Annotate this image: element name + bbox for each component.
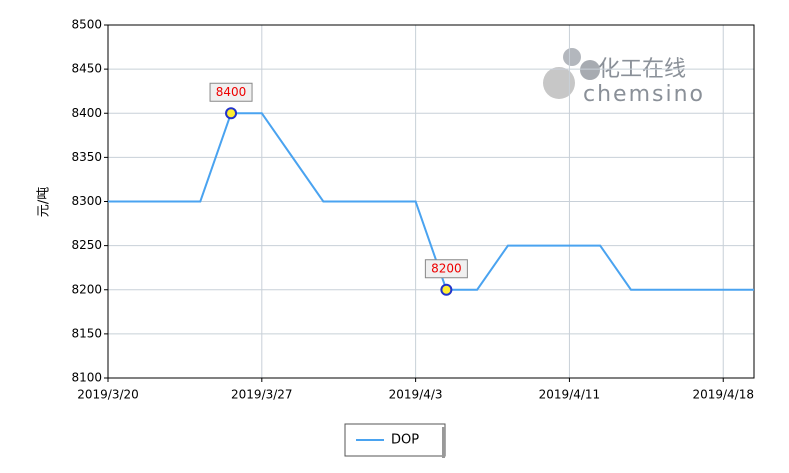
y-tick-label: 8250 bbox=[71, 238, 102, 252]
x-tick-label: 2019/4/18 bbox=[692, 388, 754, 402]
y-tick-label: 8100 bbox=[71, 371, 102, 385]
legend-shadow bbox=[442, 427, 445, 458]
y-tick-label: 8400 bbox=[71, 106, 102, 120]
x-tick-label: 2019/3/20 bbox=[77, 388, 139, 402]
y-tick-label: 8200 bbox=[71, 282, 102, 296]
data-label: 8200 bbox=[431, 261, 462, 275]
y-tick-label: 8450 bbox=[71, 62, 102, 76]
x-tick-label: 2019/3/27 bbox=[231, 388, 293, 402]
y-tick-label: 8300 bbox=[71, 194, 102, 208]
x-tick-label: 2019/4/3 bbox=[389, 388, 443, 402]
y-tick-label: 8350 bbox=[71, 150, 102, 164]
y-axis-label: 元/吨 bbox=[37, 187, 52, 217]
y-tick-label: 8150 bbox=[71, 326, 102, 340]
point-marker bbox=[440, 283, 453, 296]
data-label-box bbox=[209, 82, 253, 102]
data-label: 8400 bbox=[216, 85, 247, 99]
y-tick-label: 8500 bbox=[71, 18, 102, 32]
x-tick-label: 2019/4/11 bbox=[539, 388, 601, 402]
watermark-en: chemsino bbox=[583, 82, 705, 107]
data-line bbox=[108, 112, 754, 291]
legend-label: DOP bbox=[391, 433, 419, 448]
data-label-box bbox=[424, 259, 468, 279]
watermark-logo bbox=[543, 48, 600, 99]
point-marker bbox=[225, 107, 238, 120]
